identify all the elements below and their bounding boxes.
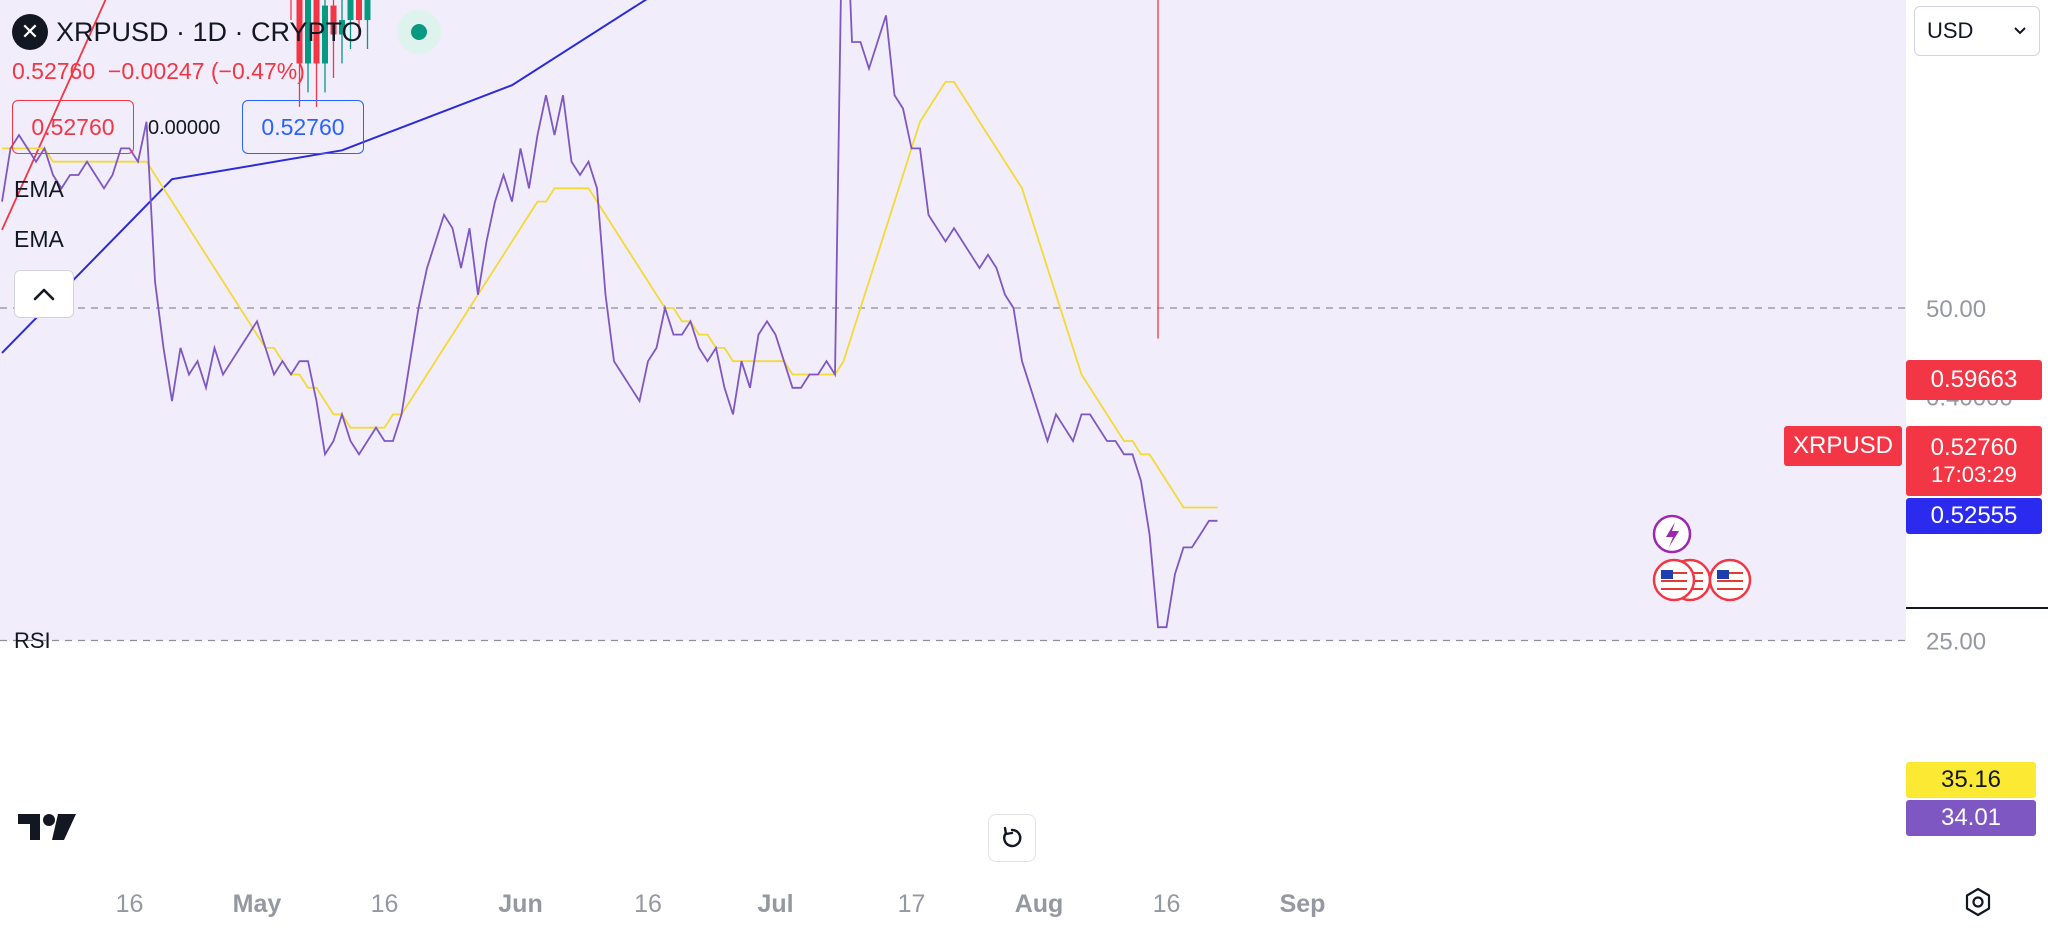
candle-body: [347, 0, 354, 21]
symbol-header: ✕ XRPUSD · 1D · CRYPTO: [12, 10, 441, 54]
flag-canton: [1661, 570, 1673, 579]
rsi-label[interactable]: RSI: [14, 628, 51, 653]
rsi-tick-label: 25.00: [1926, 629, 1986, 656]
flag-stripe: [1717, 588, 1743, 590]
rsi-band-fill: [0, 0, 1906, 641]
last-price: 0.52760: [1930, 434, 2018, 461]
flag-stripe: [1717, 584, 1743, 586]
currency-label: USD: [1927, 18, 1974, 43]
currency-select[interactable]: USD: [1914, 6, 2040, 56]
chevron-down-icon: [2014, 27, 2026, 35]
indicator-ema-1[interactable]: EMA: [14, 176, 64, 202]
reset-icon: [1003, 826, 1022, 848]
time-tick-label: Jul: [757, 890, 793, 918]
time-tick-label: Jun: [498, 890, 542, 918]
flag-stripe: [1661, 572, 1687, 574]
time-tick-label: May: [233, 890, 282, 918]
quote-line: 0.52760 −0.00247 (−0.47%): [12, 58, 305, 85]
flag-stripe: [1717, 580, 1743, 582]
quote-change: −0.00247 (−0.47%): [107, 58, 305, 84]
time-tick-label: Aug: [1015, 890, 1064, 918]
flag-stripe: [1717, 576, 1743, 578]
candle-body: [305, 0, 311, 64]
market-status-icon[interactable]: [396, 10, 441, 54]
bar-countdown: 17:03:29: [1931, 462, 2017, 487]
candle-body: [339, 20, 345, 35]
candle-body: [322, 5, 328, 64]
rsi-tick-label: 50.00: [1926, 296, 1986, 323]
rsi-ma-line: [2, 81, 1218, 509]
candle-body: [356, 0, 362, 21]
sell-button[interactable]: 0.52760: [12, 100, 134, 154]
time-tick-label: 16: [371, 890, 399, 918]
symbol-price-tag: XRPUSD: [1784, 426, 1902, 466]
chart-settings-button[interactable]: [1962, 886, 1994, 923]
flag-stripe: [1661, 576, 1687, 578]
time-tick-label: 17: [898, 890, 926, 918]
status-dot: [410, 24, 427, 40]
candle-body: [296, 0, 303, 64]
indicator-ema-2[interactable]: EMA: [14, 226, 64, 252]
chevron-up-icon: [33, 288, 55, 301]
ema-slow-price-tag: 0.52555: [1906, 498, 2042, 534]
symbol-title[interactable]: XRPUSD · 1D · CRYPTO: [56, 16, 363, 47]
ema-fast-price-tag: 0.59663: [1906, 360, 2042, 400]
candle-body: [364, 0, 371, 21]
time-tick-label: 16: [116, 890, 144, 918]
collapse-legend-button[interactable]: [14, 270, 74, 318]
flag-stripe: [1661, 588, 1687, 590]
spread-value: 0.00000: [148, 117, 221, 139]
flag-stripe: [1661, 580, 1687, 582]
last-price-tag: 0.52760 17:03:29: [1906, 426, 2042, 496]
candle-body: [313, 0, 320, 64]
ema-slow-line: [1, 0, 648, 354]
rsi-value-tag: 34.01: [1906, 800, 2036, 836]
time-tick-label: 16: [1153, 890, 1181, 918]
lightning-glyph: [1666, 522, 1679, 547]
rsi-ma-tag: 35.16: [1906, 762, 2036, 798]
rsi-line: [1, 0, 1218, 629]
flag-stripe: [1661, 584, 1687, 586]
time-tick-label: Sep: [1280, 890, 1326, 918]
time-tick-label: 16: [634, 890, 662, 918]
tradingview-logo-icon[interactable]: [18, 812, 80, 847]
gear-icon: [1965, 887, 1991, 917]
flag-canton: [1717, 570, 1729, 579]
quote-last: 0.52760: [12, 58, 96, 84]
candle-body: [330, 5, 337, 35]
xrp-logo-icon: ✕: [12, 14, 48, 50]
buy-button[interactable]: 0.52760: [242, 100, 364, 154]
flag-stripe: [1717, 572, 1743, 574]
reset-chart-button[interactable]: [988, 814, 1036, 862]
